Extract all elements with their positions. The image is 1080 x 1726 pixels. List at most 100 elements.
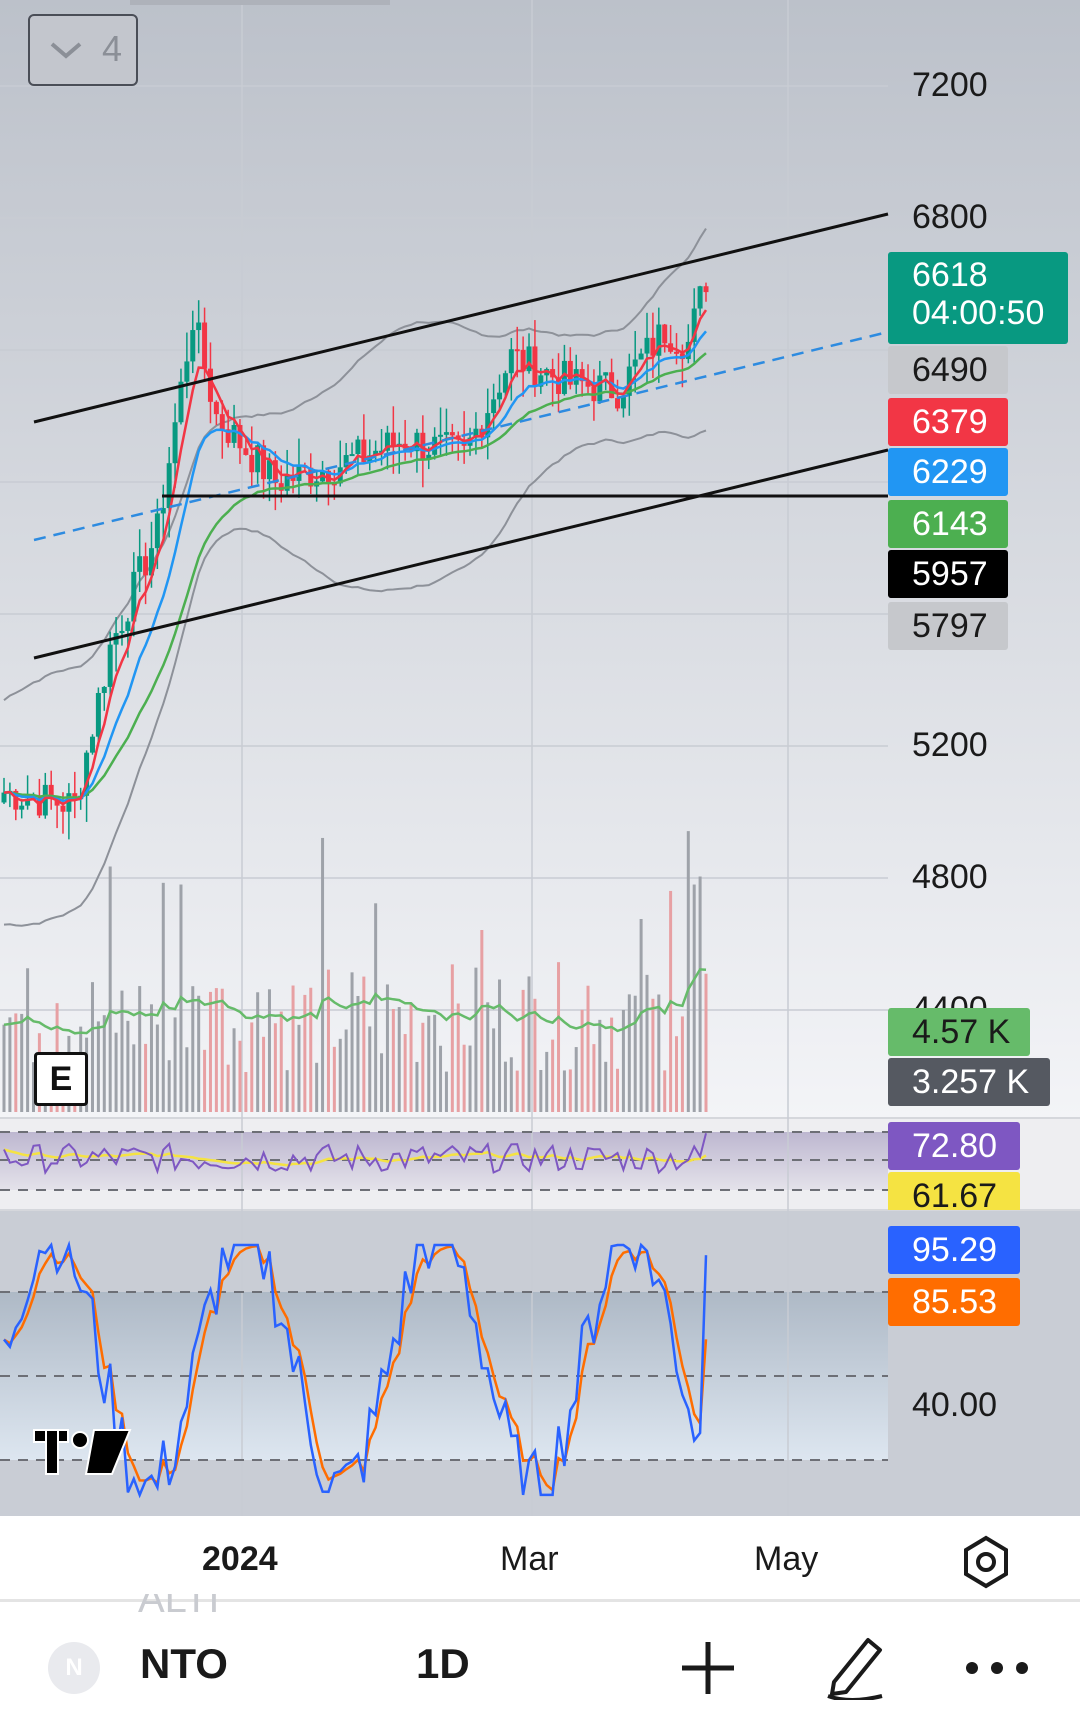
volume-bar [114, 1032, 118, 1112]
candle-body [538, 375, 544, 387]
volume-bar [279, 1011, 283, 1112]
symbol-badge[interactable]: N [48, 1642, 100, 1694]
candle-body [143, 556, 149, 576]
volume-bar [203, 1049, 207, 1112]
candle-body [19, 805, 25, 810]
candle-body [361, 439, 367, 463]
volume-bar [2, 1024, 6, 1112]
candle-body [184, 361, 190, 382]
volume-bar [580, 1009, 584, 1112]
channel-mid-line[interactable] [33, 330, 889, 542]
volume-bar [621, 1009, 625, 1112]
volume-bar [503, 1061, 507, 1112]
volume-bar [604, 1061, 608, 1112]
candle-body [207, 368, 213, 402]
hline-label: 5957 [888, 550, 1008, 598]
layout-toggle-button[interactable]: 4 [28, 14, 138, 86]
volume-bar [521, 989, 525, 1112]
candle-body [644, 337, 650, 354]
volume-bar [303, 994, 307, 1112]
volume-label: 3.257 K [888, 1058, 1050, 1106]
volume-bar [262, 1036, 266, 1112]
candle-body [190, 330, 196, 362]
moving-averages [3, 309, 708, 807]
time-axis-bg [0, 1516, 1080, 1600]
candle-body [219, 414, 225, 430]
candle-body [255, 445, 261, 473]
volume-bar [439, 1045, 443, 1112]
candle-body [231, 424, 237, 443]
candle-body [284, 474, 290, 491]
stoch-k-line [3, 1240, 708, 1499]
volume-bar [468, 1045, 472, 1112]
bb-upper-line [3, 228, 707, 701]
plus-icon[interactable] [678, 1638, 738, 1698]
candle-body [95, 692, 101, 737]
volume-bar [515, 1070, 519, 1112]
last-price-label: 6618 04:00:50 [888, 252, 1068, 344]
volume-bar [450, 964, 454, 1112]
candle-body [491, 399, 497, 414]
stoch-level-tick: 40.00 [912, 1386, 998, 1424]
trend-channel [33, 212, 889, 660]
volume-bar [409, 1002, 413, 1112]
channel-upper-line[interactable] [33, 212, 889, 424]
layout-count: 4 [102, 28, 123, 69]
candle-body [561, 360, 567, 394]
candle-body [172, 422, 178, 464]
volume-bar [309, 987, 313, 1112]
volume-bar [639, 919, 643, 1112]
volume-bar [149, 1004, 153, 1112]
volume-bar [256, 992, 260, 1112]
candle-body [514, 349, 520, 352]
volume-bar [663, 1070, 667, 1112]
volume-bar [120, 990, 124, 1112]
earnings-marker[interactable]: E [34, 1052, 88, 1106]
symbol-badge-letter: N [65, 1654, 83, 1681]
ema-green-label: 6143 [888, 500, 1008, 548]
volume-bar [344, 1029, 348, 1112]
volume-bar [415, 1061, 419, 1112]
rsi-value-label: 72.80 [888, 1122, 1020, 1170]
volume-bar [126, 1020, 130, 1112]
bb-lower-label: 5797 [888, 602, 1008, 650]
volume-bar [232, 1028, 236, 1112]
volume-bar [568, 1069, 572, 1112]
volume-bar [539, 1070, 543, 1112]
bottom-toolbar: ALTI N NTO 1D [0, 1594, 1080, 1726]
candle-body [72, 793, 78, 800]
volume-bar [291, 985, 295, 1112]
candle-body [272, 460, 278, 484]
symbol-button[interactable]: NTO [140, 1640, 228, 1687]
candle-body [278, 483, 284, 491]
settings-icon[interactable] [958, 1534, 1014, 1590]
candle-body [107, 644, 113, 687]
channel-lower-line[interactable] [33, 448, 889, 660]
candle-body [438, 434, 444, 437]
ema-red-label: 6379 [888, 398, 1008, 446]
volume-bar [197, 995, 201, 1112]
volume-bar [161, 882, 165, 1112]
candle-body [1, 792, 7, 803]
pen-icon[interactable] [820, 1630, 890, 1700]
volume-bar [167, 1060, 171, 1112]
volume-bar [138, 986, 142, 1112]
volume-bar [509, 1057, 513, 1112]
volume-bar [627, 994, 631, 1112]
bar-countdown: 04:00:50 [912, 294, 1045, 332]
volume-bar [486, 1002, 490, 1112]
candle-body [674, 351, 680, 354]
candle-body [42, 784, 48, 816]
more-icon[interactable] [962, 1658, 1032, 1678]
volume-bar [574, 1047, 578, 1112]
candle-body [526, 346, 532, 372]
candle-body [520, 349, 526, 372]
top-scroll-indicator [130, 0, 390, 5]
volume-bar [8, 1017, 12, 1112]
ema-green-line [3, 352, 707, 799]
interval-button[interactable]: 1D [416, 1640, 470, 1687]
stoch-d-label: 85.53 [888, 1278, 1020, 1326]
volume-bar [562, 1070, 566, 1112]
volume-bar [374, 903, 378, 1112]
